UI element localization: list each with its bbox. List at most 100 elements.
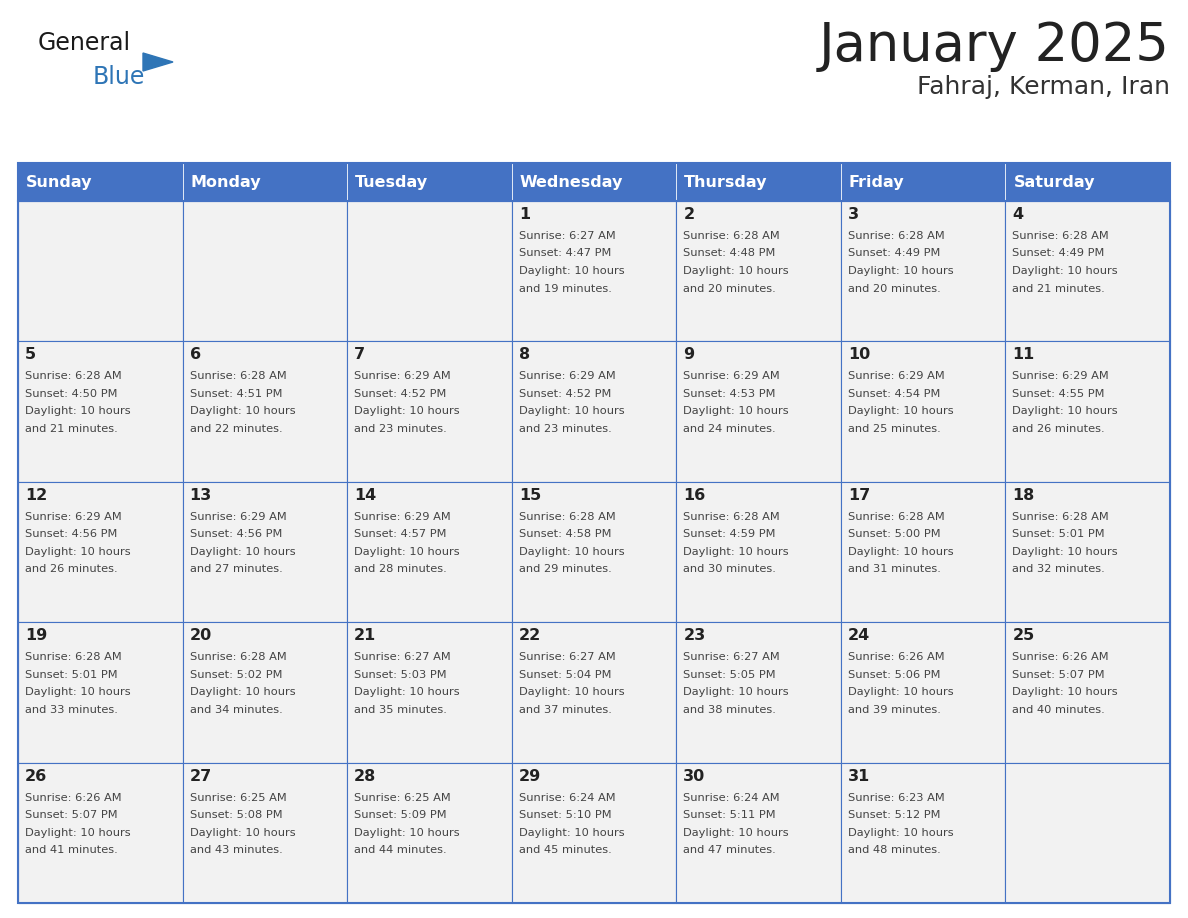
Text: Sunrise: 6:26 AM: Sunrise: 6:26 AM xyxy=(1012,652,1110,662)
Text: and 30 minutes.: and 30 minutes. xyxy=(683,565,776,575)
Text: Tuesday: Tuesday xyxy=(355,174,428,189)
Text: Sunrise: 6:28 AM: Sunrise: 6:28 AM xyxy=(1012,231,1110,241)
Text: Sunset: 4:58 PM: Sunset: 4:58 PM xyxy=(519,530,611,539)
Text: Sunset: 5:10 PM: Sunset: 5:10 PM xyxy=(519,810,612,820)
Text: 27: 27 xyxy=(190,768,211,784)
Text: Sunset: 4:56 PM: Sunset: 4:56 PM xyxy=(190,530,282,539)
Text: 7: 7 xyxy=(354,347,365,363)
Text: 4: 4 xyxy=(1012,207,1024,222)
Text: Sunrise: 6:28 AM: Sunrise: 6:28 AM xyxy=(190,652,286,662)
Text: Sunset: 5:00 PM: Sunset: 5:00 PM xyxy=(848,530,941,539)
Bar xyxy=(512,622,676,763)
Text: and 45 minutes.: and 45 minutes. xyxy=(519,845,612,855)
Text: and 33 minutes.: and 33 minutes. xyxy=(25,705,118,715)
Bar xyxy=(841,622,1005,763)
Bar xyxy=(841,482,1005,622)
Text: Sunset: 5:12 PM: Sunset: 5:12 PM xyxy=(848,810,941,820)
Text: and 31 minutes.: and 31 minutes. xyxy=(848,565,941,575)
Bar xyxy=(347,163,512,201)
Text: 19: 19 xyxy=(25,628,48,644)
Bar xyxy=(512,163,676,201)
Text: and 19 minutes.: and 19 minutes. xyxy=(519,284,612,294)
Text: and 32 minutes.: and 32 minutes. xyxy=(1012,565,1105,575)
Text: and 23 minutes.: and 23 minutes. xyxy=(354,424,447,434)
Text: General: General xyxy=(38,31,131,55)
Text: and 23 minutes.: and 23 minutes. xyxy=(519,424,612,434)
Text: Sunset: 4:51 PM: Sunset: 4:51 PM xyxy=(190,389,282,399)
Bar xyxy=(676,201,841,341)
Text: and 26 minutes.: and 26 minutes. xyxy=(1012,424,1105,434)
Text: Wednesday: Wednesday xyxy=(519,174,623,189)
Text: 1: 1 xyxy=(519,207,530,222)
Text: 15: 15 xyxy=(519,487,541,503)
Bar xyxy=(1005,622,1170,763)
Text: Monday: Monday xyxy=(190,174,261,189)
Text: Sunset: 4:56 PM: Sunset: 4:56 PM xyxy=(25,530,118,539)
Bar xyxy=(676,163,841,201)
Text: Thursday: Thursday xyxy=(684,174,767,189)
Text: Sunrise: 6:29 AM: Sunrise: 6:29 AM xyxy=(354,372,451,381)
Bar xyxy=(18,763,183,903)
Bar xyxy=(347,622,512,763)
Text: Sunrise: 6:23 AM: Sunrise: 6:23 AM xyxy=(848,792,944,802)
Text: Sunset: 4:53 PM: Sunset: 4:53 PM xyxy=(683,389,776,399)
Text: Daylight: 10 hours: Daylight: 10 hours xyxy=(683,688,789,697)
Text: Daylight: 10 hours: Daylight: 10 hours xyxy=(190,407,295,417)
Bar xyxy=(841,201,1005,341)
Text: 30: 30 xyxy=(683,768,706,784)
Bar xyxy=(183,482,347,622)
Bar xyxy=(347,201,512,341)
Bar xyxy=(18,622,183,763)
Text: and 20 minutes.: and 20 minutes. xyxy=(683,284,776,294)
Bar xyxy=(347,341,512,482)
Text: Daylight: 10 hours: Daylight: 10 hours xyxy=(25,407,131,417)
Text: Daylight: 10 hours: Daylight: 10 hours xyxy=(848,828,954,837)
Text: 11: 11 xyxy=(1012,347,1035,363)
Text: Sunrise: 6:28 AM: Sunrise: 6:28 AM xyxy=(25,652,121,662)
Bar xyxy=(512,201,676,341)
Text: and 44 minutes.: and 44 minutes. xyxy=(354,845,447,855)
Bar xyxy=(1005,163,1170,201)
Text: and 41 minutes.: and 41 minutes. xyxy=(25,845,118,855)
Text: Daylight: 10 hours: Daylight: 10 hours xyxy=(848,407,954,417)
Text: Sunset: 5:05 PM: Sunset: 5:05 PM xyxy=(683,670,776,679)
Text: and 48 minutes.: and 48 minutes. xyxy=(848,845,941,855)
Text: Sunrise: 6:27 AM: Sunrise: 6:27 AM xyxy=(683,652,781,662)
Text: 16: 16 xyxy=(683,487,706,503)
Text: and 22 minutes.: and 22 minutes. xyxy=(190,424,283,434)
Text: Sunset: 5:06 PM: Sunset: 5:06 PM xyxy=(848,670,941,679)
Bar xyxy=(18,163,1170,903)
Text: and 47 minutes.: and 47 minutes. xyxy=(683,845,776,855)
Text: 31: 31 xyxy=(848,768,870,784)
Bar xyxy=(183,163,347,201)
Text: and 25 minutes.: and 25 minutes. xyxy=(848,424,941,434)
Text: Sunrise: 6:29 AM: Sunrise: 6:29 AM xyxy=(1012,372,1110,381)
Text: Sunrise: 6:29 AM: Sunrise: 6:29 AM xyxy=(519,372,615,381)
Bar xyxy=(1005,482,1170,622)
Text: and 40 minutes.: and 40 minutes. xyxy=(1012,705,1105,715)
Bar xyxy=(676,341,841,482)
Text: 20: 20 xyxy=(190,628,211,644)
Text: Sunset: 5:07 PM: Sunset: 5:07 PM xyxy=(25,810,118,820)
Text: and 21 minutes.: and 21 minutes. xyxy=(25,424,118,434)
Text: 21: 21 xyxy=(354,628,377,644)
Text: Daylight: 10 hours: Daylight: 10 hours xyxy=(1012,266,1118,276)
Text: and 34 minutes.: and 34 minutes. xyxy=(190,705,283,715)
Text: 5: 5 xyxy=(25,347,36,363)
Text: 6: 6 xyxy=(190,347,201,363)
Text: Sunrise: 6:27 AM: Sunrise: 6:27 AM xyxy=(519,652,615,662)
Text: and 21 minutes.: and 21 minutes. xyxy=(1012,284,1105,294)
Text: 26: 26 xyxy=(25,768,48,784)
Bar xyxy=(183,763,347,903)
Text: 28: 28 xyxy=(354,768,377,784)
Text: and 35 minutes.: and 35 minutes. xyxy=(354,705,447,715)
Text: Daylight: 10 hours: Daylight: 10 hours xyxy=(848,688,954,697)
Bar xyxy=(512,482,676,622)
Text: Daylight: 10 hours: Daylight: 10 hours xyxy=(1012,547,1118,557)
Text: Sunrise: 6:29 AM: Sunrise: 6:29 AM xyxy=(683,372,781,381)
Text: Sunrise: 6:25 AM: Sunrise: 6:25 AM xyxy=(354,792,451,802)
Bar xyxy=(676,482,841,622)
Text: 14: 14 xyxy=(354,487,377,503)
Text: Daylight: 10 hours: Daylight: 10 hours xyxy=(683,266,789,276)
Text: 3: 3 xyxy=(848,207,859,222)
